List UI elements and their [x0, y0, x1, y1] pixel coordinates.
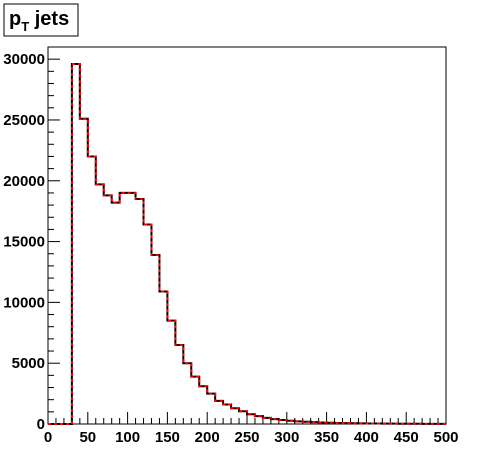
x-tick-label: 300	[274, 429, 299, 446]
y-tick-label: 15000	[3, 234, 45, 251]
title-box	[3, 3, 79, 37]
x-tick-label: 100	[115, 429, 140, 446]
y-tick-label: 30000	[3, 51, 45, 68]
x-tick-label: 450	[394, 429, 419, 446]
y-tick-label: 20000	[3, 173, 45, 190]
series-layer	[48, 63, 446, 425]
histogram-series-1	[48, 63, 446, 425]
y-tick-label: 0	[37, 416, 45, 433]
histogram-series-2	[48, 63, 446, 425]
x-tick-label: 500	[433, 429, 458, 446]
x-tick-label: 250	[234, 429, 259, 446]
y-tick-label: 5000	[12, 355, 45, 372]
y-axis: 0 5000 10000 15000 20000 25000 30000	[3, 46, 60, 433]
y-tick-label: 10000	[3, 294, 45, 311]
x-tick-label: 350	[314, 429, 339, 446]
x-tick-label: 0	[44, 429, 52, 446]
plot-frame	[47, 46, 447, 425]
y-tick-label: 25000	[3, 112, 45, 129]
title-main: p	[9, 8, 21, 30]
x-tick-label: 400	[354, 429, 379, 446]
x-axis: 0 50 100 150 200 250 300 350 400 450 500	[44, 412, 459, 446]
x-tick-label: 200	[195, 429, 220, 446]
svg-text:pT jets: pT jets	[9, 8, 69, 34]
title-rest: jets	[29, 8, 69, 30]
x-tick-label: 50	[79, 429, 96, 446]
chart-title: pT jets	[3, 3, 79, 37]
title-subscript: T	[21, 19, 29, 34]
x-tick-label: 150	[155, 429, 180, 446]
